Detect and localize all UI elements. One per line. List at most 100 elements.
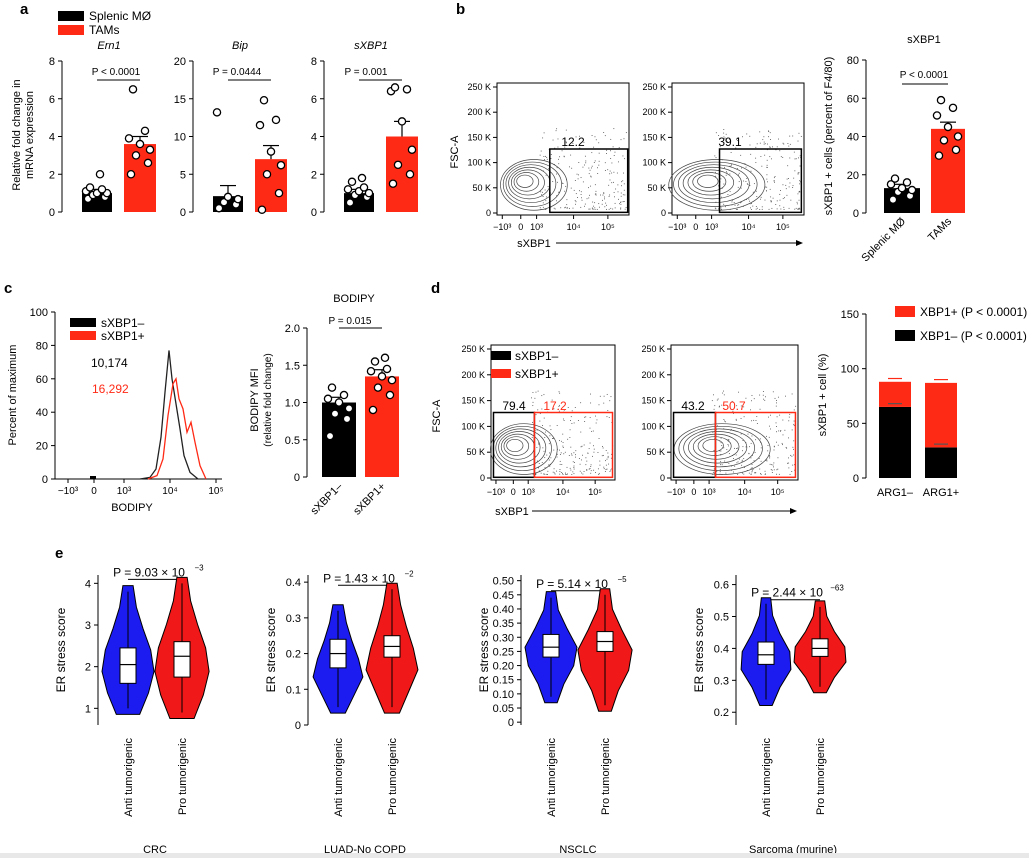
flow-event-dot [553, 449, 555, 451]
flow-event-dot [719, 146, 721, 148]
flow-event-dot [774, 181, 775, 183]
flow-event-dot [756, 207, 758, 209]
flow-event-dot [751, 471, 753, 473]
violin-pvalue-exponent: −2 [404, 569, 414, 578]
flow-event-dot [769, 188, 771, 190]
flow-event-dot [714, 405, 716, 407]
y-tick-label: 4 [49, 132, 55, 144]
data-point [405, 169, 415, 179]
flow-event-dot [723, 419, 725, 420]
flow-event-dot [759, 198, 761, 200]
flow-event-dot [590, 464, 592, 466]
flow-event-dot [766, 167, 768, 168]
flow-event-dot [575, 193, 577, 195]
flow-event-dot [793, 423, 795, 425]
flow-event-dot [744, 163, 746, 165]
y-tick-label: 15 [174, 94, 186, 106]
x-category-label: Splenic MØ [859, 215, 908, 264]
flow-x-tick-label: 10⁴ [738, 487, 752, 497]
flow-event-dot [562, 182, 564, 184]
flow-event-dot [755, 206, 757, 207]
violin-category-label: Pro tumorigenic [387, 738, 399, 816]
flow-event-dot [578, 458, 580, 459]
y-tick-label: 0 [294, 472, 300, 484]
flow-event-dot [773, 177, 775, 179]
flow-y-tick-label: 150 K [467, 132, 491, 142]
flow-event-dot [794, 469, 796, 471]
flow-event-dot [621, 185, 622, 187]
flow-event-dot [773, 445, 775, 447]
flow-event-dot [595, 422, 597, 424]
flow-event-dot [770, 200, 772, 202]
flow-event-dot [575, 201, 577, 203]
flow-event-dot [792, 187, 794, 188]
flow-x-tick-label: 0 [693, 222, 698, 232]
flow-event-dot [718, 135, 720, 136]
flow-event-dot [752, 468, 754, 470]
flow-event-dot [776, 146, 778, 148]
flow-event-dot [737, 461, 739, 463]
stack-legend-label-pos: XBP1+ (P < 0.0001) [920, 305, 1027, 319]
flow-event-dot [605, 202, 607, 204]
flow-event-dot [789, 157, 791, 159]
bar-plot-sxbp1-cells: 0 20 40 60 80 Splenic MØ TAMs [847, 55, 965, 264]
violin-category-label: Pro tumorigenic [600, 738, 612, 816]
flow-event-dot [766, 186, 768, 188]
flow-event-dot [732, 457, 734, 459]
flow-y-tick-label: 100 K [641, 421, 665, 431]
data-point [327, 383, 337, 392]
flow-event-dot [558, 158, 559, 160]
flow-event-dot [793, 425, 795, 427]
hist-y-tick-label: 60 [36, 374, 48, 386]
flow-event-dot [556, 128, 558, 130]
flow-event-dot [765, 459, 767, 461]
flow-event-dot [752, 191, 754, 193]
flow-event-dot [731, 164, 733, 166]
flow-contour [505, 164, 557, 204]
flow-event-dot [788, 178, 789, 179]
mfi-value-neg: 10,174 [91, 356, 128, 370]
flow-y-tick-label: 100 K [461, 421, 485, 431]
data-point [380, 353, 390, 363]
flow-event-dot [569, 437, 571, 438]
flow-event-dot [548, 459, 550, 461]
bar-c-ylabel-line2: (relative fold change) [263, 353, 274, 446]
flow-event-dot [771, 158, 773, 160]
flow-event-dot [560, 472, 562, 473]
flow-event-dot [775, 149, 777, 151]
hist-x-tick-label: 0 [91, 486, 97, 497]
flow-x-tick-label: 10⁵ [771, 487, 785, 497]
flow-event-dot [723, 136, 725, 138]
hist-x-tick-label: −10³ [58, 486, 79, 497]
flow-event-dot [570, 154, 572, 156]
flow-y-tick-label: 150 K [641, 396, 665, 406]
flow-event-dot [743, 458, 745, 460]
flow-event-dot [714, 207, 716, 209]
flow-event-dot [563, 420, 565, 421]
flow-event-dot [773, 469, 775, 471]
flow-event-dot [583, 471, 585, 472]
flow-event-dot [718, 185, 720, 187]
flow-contour [682, 166, 742, 200]
flow-event-dot [595, 472, 596, 474]
flow-event-dot [750, 207, 751, 209]
flow-event-dot [598, 438, 600, 439]
flow-event-dot [751, 435, 753, 437]
flow-event-dot [766, 435, 767, 437]
flow-event-dot [720, 208, 722, 210]
flow-event-dot [610, 396, 612, 398]
flow-event-dot [746, 177, 748, 179]
flow-y-tick-label: 50 K [646, 447, 665, 457]
flow-contour [506, 438, 524, 453]
flow-event-dot [554, 473, 556, 475]
flow-event-dot [582, 166, 584, 168]
flow-event-dot [761, 206, 763, 208]
flow-x-tick-label: 10³ [530, 222, 543, 232]
flow-event-dot [579, 463, 581, 465]
violin-category-label: Anti tumorigenic [123, 738, 135, 817]
flow-event-dot [609, 194, 611, 196]
flow-event-dot [799, 181, 801, 183]
flow-event-dot [738, 204, 740, 206]
flow-event-dot [767, 444, 769, 446]
flow-event-dot [578, 162, 580, 163]
